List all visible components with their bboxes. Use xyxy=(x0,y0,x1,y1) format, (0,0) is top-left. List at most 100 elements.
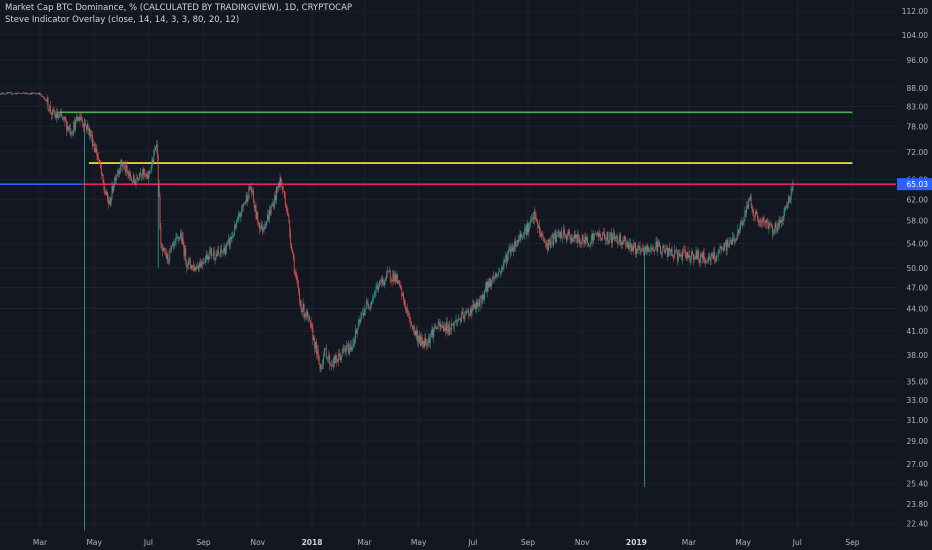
candle-body xyxy=(94,147,96,153)
candle-body xyxy=(495,274,497,277)
candle-body xyxy=(602,232,604,241)
candle-body xyxy=(756,214,758,219)
candle-body xyxy=(158,183,160,196)
candle-body xyxy=(548,239,549,251)
candle-body xyxy=(385,278,387,280)
time-tick-label: Sep xyxy=(521,538,535,547)
candle-body xyxy=(751,205,753,209)
candle-body xyxy=(172,243,174,246)
candle-body xyxy=(263,227,265,229)
candle-body xyxy=(668,247,669,257)
candle-body xyxy=(603,232,604,234)
candle-body xyxy=(257,212,259,223)
candle-body xyxy=(468,310,469,315)
candle-body xyxy=(16,93,18,95)
candle-body xyxy=(563,229,564,238)
candle-body xyxy=(404,299,405,305)
candle-body xyxy=(418,335,420,343)
candle-body xyxy=(446,322,448,331)
candle-body xyxy=(672,255,674,257)
candle-body xyxy=(622,242,624,245)
candle-body xyxy=(270,206,272,215)
candle-body xyxy=(529,223,531,228)
candle-body xyxy=(562,237,564,238)
candle-body xyxy=(77,117,79,122)
candle-body xyxy=(372,299,373,301)
indicator-legend: Steve Indicator Overlay (close, 14, 14, … xyxy=(5,15,240,25)
candle-body xyxy=(577,234,579,243)
candle-body xyxy=(376,285,378,288)
candle-body xyxy=(682,249,684,261)
candle-body xyxy=(394,274,396,281)
candle-body xyxy=(668,247,670,253)
candle-body xyxy=(731,240,732,245)
candle-body xyxy=(262,227,264,231)
candle-body xyxy=(119,170,121,174)
candle-body xyxy=(0,94,2,95)
candle-body xyxy=(744,210,746,221)
candle-body xyxy=(775,223,777,228)
candle-body xyxy=(540,232,542,237)
candle-body xyxy=(339,353,340,357)
candle-body xyxy=(538,225,540,229)
candle-body xyxy=(409,313,411,323)
candle-body xyxy=(212,255,213,256)
time-tick-label: Jul xyxy=(143,538,153,547)
candle-body xyxy=(492,276,494,279)
candle-body xyxy=(739,230,740,234)
candle-body xyxy=(692,253,694,260)
candle-body xyxy=(380,279,381,281)
candle-body xyxy=(84,123,86,126)
candle-body xyxy=(507,254,508,263)
candle-body xyxy=(171,246,172,250)
candle-body xyxy=(493,278,495,279)
candle-body xyxy=(319,363,321,369)
candle-body xyxy=(707,261,708,263)
candle-body xyxy=(537,221,539,229)
candle-body xyxy=(777,223,779,232)
candle-body xyxy=(275,195,276,201)
candle-body xyxy=(387,271,388,273)
time-axis[interactable]: Mar May Jul Sep Nov 2018 Mar May Jul Sep Nov 2019 Ma… xyxy=(33,538,860,547)
candle-body xyxy=(743,220,745,223)
candle-body xyxy=(96,148,98,156)
candle-body xyxy=(604,239,606,241)
candle-body xyxy=(741,223,743,226)
candle-body xyxy=(382,278,384,282)
candle-body xyxy=(294,272,296,274)
horizontal-lines[interactable] xyxy=(0,111,896,185)
candle-body xyxy=(4,93,5,95)
candle-body xyxy=(520,233,522,237)
candle-body xyxy=(127,171,129,175)
candle-body xyxy=(285,206,287,209)
candle-body xyxy=(185,248,187,262)
candle-body xyxy=(233,235,235,236)
candle-body xyxy=(260,227,261,229)
time-tick-label: May xyxy=(86,538,102,547)
price-tick-label: 88.00 xyxy=(907,84,929,93)
candle-body xyxy=(317,350,319,356)
candle-body xyxy=(738,229,740,234)
candle-body xyxy=(396,274,398,284)
candle-body xyxy=(657,242,659,252)
candle-body xyxy=(594,233,596,236)
candle-body xyxy=(148,171,149,179)
candle-body xyxy=(713,252,715,259)
candle-body xyxy=(79,117,81,121)
candle-body xyxy=(579,238,580,244)
candle-body xyxy=(66,121,68,131)
candle-body xyxy=(221,251,223,253)
candle-body xyxy=(166,254,168,259)
candle-body xyxy=(36,93,38,95)
candle-body xyxy=(501,268,503,270)
candle-body xyxy=(708,255,710,260)
candle-body xyxy=(217,250,219,257)
candle-body xyxy=(574,234,576,239)
candle-body xyxy=(198,263,200,270)
candle-body xyxy=(463,317,465,319)
candle-body xyxy=(700,254,701,263)
candle-body xyxy=(411,324,412,327)
candle-body xyxy=(583,239,585,244)
candle-body xyxy=(420,337,422,346)
